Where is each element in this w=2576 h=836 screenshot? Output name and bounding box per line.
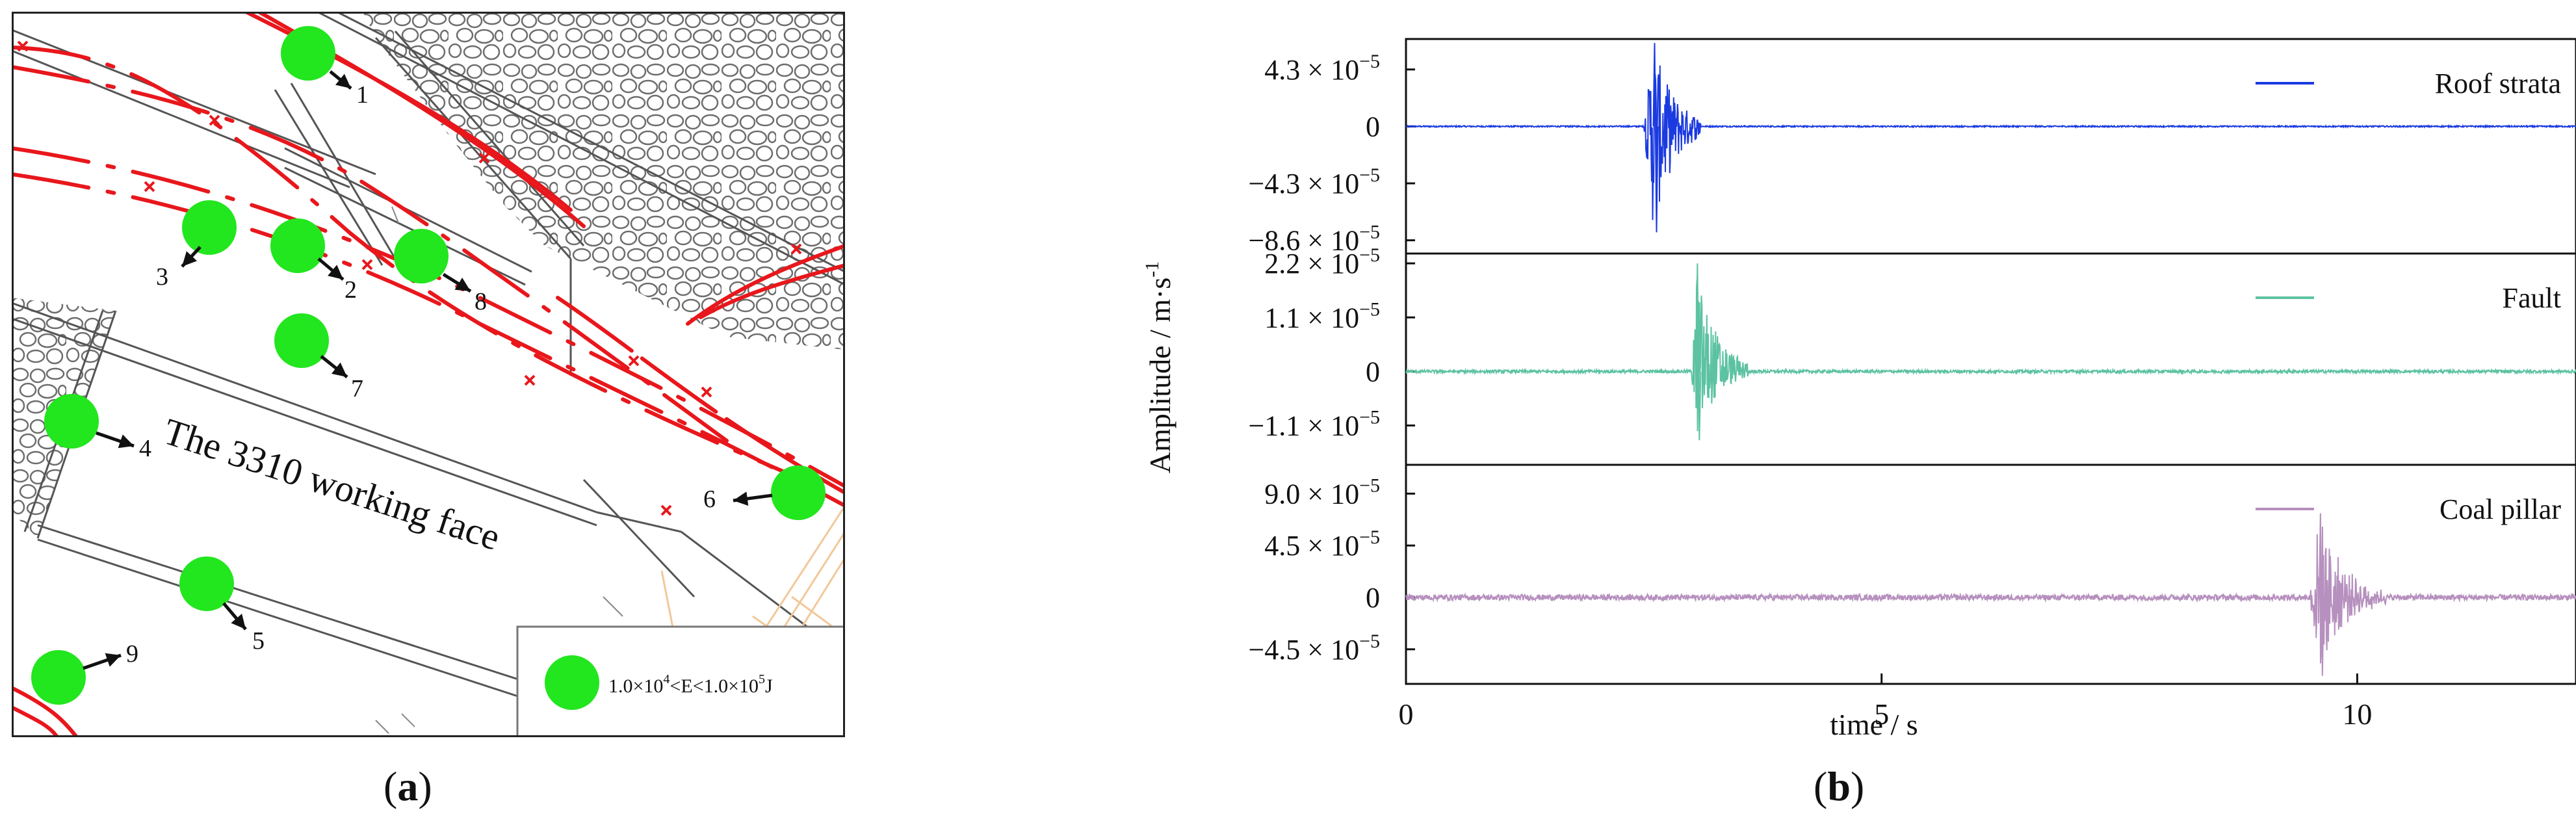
event-dot (394, 229, 449, 283)
caption-a-letter: a (397, 763, 419, 809)
arrow-head (328, 265, 343, 280)
arrow-head (733, 491, 749, 506)
event-label: 3 (156, 263, 168, 291)
arrow-head (454, 278, 471, 291)
event-marker-1: 1 (281, 26, 369, 109)
legend-marker (545, 655, 599, 710)
map-tick-marks (375, 206, 623, 734)
waveform-panel-3: 9.0 × 10−5 4.5 × 10−5 0 −4.5 × 10−5 Coal pil… (1248, 464, 2576, 685)
panel-b-waveforms: Amplitude / m·s-1 4.3 × 10−5 0 −4.3 × 10−5… (1141, 38, 2576, 741)
event-label: 4 (139, 435, 151, 462)
waveform-series-line (1405, 513, 2576, 676)
event-label: 6 (703, 486, 716, 513)
event-label: 7 (351, 375, 363, 402)
waveform-panel-1: 4.3 × 10−5 0 −4.3 × 10−5 −8.6 × 10−5 Roof st… (1248, 38, 2576, 257)
event-label: 2 (345, 276, 357, 304)
panel-frame (1405, 38, 2576, 255)
y-tick-label: 0 (1366, 356, 1380, 387)
fault-cross-marks (17, 40, 802, 516)
energy-legend: 1.0×104<E<1.0×105J (516, 625, 845, 737)
legend-entry: Fault (2256, 282, 2561, 314)
caption-b: (b) (1814, 763, 1865, 809)
event-marker-3: 3 (156, 200, 237, 291)
event-marker-4: 4 (44, 394, 151, 462)
waveform-panel-2: 2.2 × 10−5 1.1 × 10−5 0 −1.1 × 10−5 Fault (1248, 244, 2576, 466)
legend-label: Coal pillar (2439, 493, 2561, 525)
arrow-head (182, 251, 198, 267)
caption-b-letter: b (1827, 763, 1851, 809)
y-tick-label: −8.6 × 10−5 (1248, 222, 1380, 257)
event-marker-9: 9 (31, 640, 138, 705)
event-marker-7: 7 (274, 313, 363, 402)
fault-lines (12, 12, 845, 737)
y-axis-label: Amplitude / m·s-1 (1141, 261, 1177, 474)
y-tick-label: 4.5 × 10−5 (1264, 527, 1380, 562)
event-dot (44, 394, 99, 449)
x-tick-label: 5 (1874, 698, 1889, 731)
event-marker-8: 8 (394, 229, 487, 315)
y-tick-label: 0 (1366, 582, 1380, 614)
legend-label: 1.0×104<E<1.0×105J (608, 672, 773, 697)
y-tick-label: 2.2 × 10−5 (1264, 244, 1380, 280)
y-tick-label: −4.3 × 10−5 (1248, 164, 1380, 200)
y-tick-label: −4.5 × 10−5 (1248, 631, 1380, 666)
legend-entry: Coal pillar (2256, 493, 2561, 525)
event-label: 1 (356, 81, 369, 109)
event-dot (270, 218, 325, 273)
event-dot (31, 650, 86, 705)
x-axis: 0 5 10 (1399, 673, 2372, 731)
event-markers: 1 2 3 4 5 6 7 8 9 (31, 26, 826, 705)
y-tick-label: 0 (1366, 111, 1380, 142)
waveform-series-line (1405, 263, 2576, 441)
arrow-head (105, 653, 121, 667)
event-marker-6: 6 (703, 465, 826, 520)
event-dot (274, 313, 329, 368)
x-tick-label: 10 (2342, 698, 2372, 731)
event-dot (182, 200, 237, 255)
panel-frame (1405, 252, 2576, 466)
x-axis-label: time / s (1830, 708, 1918, 741)
y-tick-label: 1.1 × 10−5 (1264, 298, 1380, 333)
event-marker-5: 5 (179, 556, 265, 655)
gravel-region-top (363, 12, 845, 350)
legend-label: Fault (2503, 282, 2561, 314)
panel-frame (1405, 464, 2576, 685)
event-label: 8 (475, 288, 487, 315)
event-label: 5 (252, 627, 265, 655)
roadway-lines (12, 12, 845, 737)
legend-entry: Roof strata (2256, 68, 2561, 99)
arrow-head (231, 614, 246, 629)
arrow-head (118, 434, 134, 449)
arrow-head (335, 73, 351, 88)
caption-a: (a) (384, 763, 432, 809)
event-marker-2: 2 (270, 218, 357, 304)
y-tick-label: −1.1 × 10−5 (1248, 407, 1380, 442)
x-tick-label: 0 (1399, 698, 1414, 731)
event-dot (281, 26, 335, 81)
waveform-series-line (1405, 43, 2576, 233)
event-dot (179, 556, 234, 611)
arrow-head (331, 362, 347, 377)
y-tick-label: 4.3 × 10−5 (1264, 51, 1380, 86)
y-tick-label: 9.0 × 10−5 (1264, 475, 1380, 510)
event-dot (771, 465, 826, 520)
event-label: 9 (126, 640, 138, 668)
legend-label: Roof strata (2435, 68, 2561, 99)
